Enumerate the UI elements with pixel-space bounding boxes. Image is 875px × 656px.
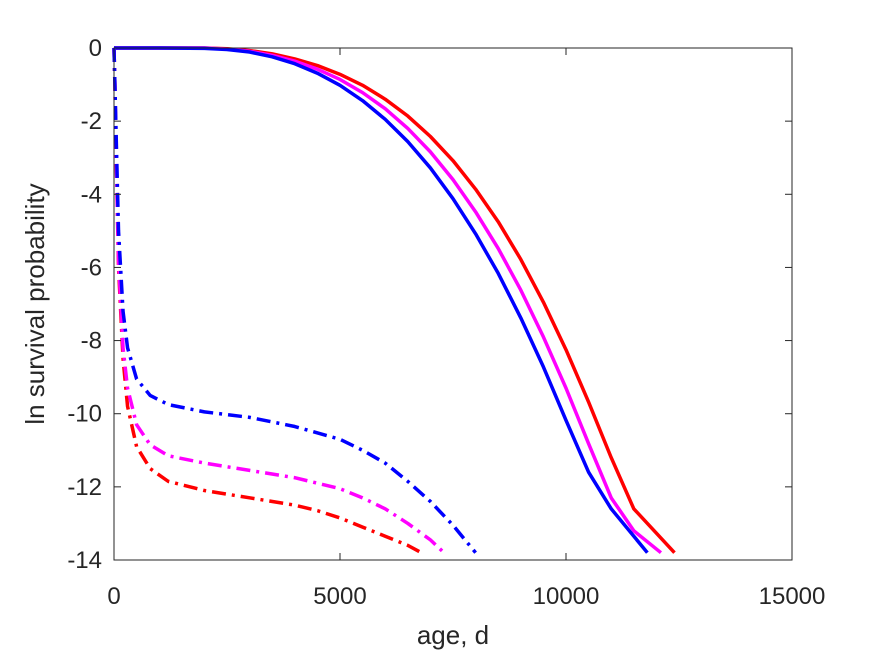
y-tick-label: -14 — [67, 547, 102, 574]
y-axis-label: ln survival probability — [20, 183, 50, 424]
y-ticks: 0 -2 -4 -6 -8 -10 -12 -14 — [67, 35, 792, 574]
y-tick-label: 0 — [89, 35, 102, 62]
y-tick-label: -10 — [67, 401, 102, 428]
y-tick-label: -8 — [81, 328, 102, 355]
x-ticks: 0 5000 10000 15000 — [107, 48, 825, 610]
x-tick-label: 5000 — [313, 583, 366, 610]
x-tick-label: 0 — [107, 583, 120, 610]
x-tick-label: 15000 — [759, 583, 826, 610]
plot-frame — [113, 47, 793, 561]
x-tick-label: 10000 — [533, 583, 600, 610]
series-line-6 — [112, 47, 477, 554]
plot-background — [114, 48, 792, 560]
series-line-4 — [112, 47, 423, 555]
y-tick-label: -12 — [67, 474, 102, 501]
y-tick-label: -4 — [81, 181, 102, 208]
y-tick-label: -2 — [81, 108, 102, 135]
x-axis-label: age, d — [417, 620, 489, 650]
series-layer — [112, 46, 676, 555]
y-tick-label: -6 — [81, 254, 102, 281]
series-line-3 — [114, 46, 649, 554]
